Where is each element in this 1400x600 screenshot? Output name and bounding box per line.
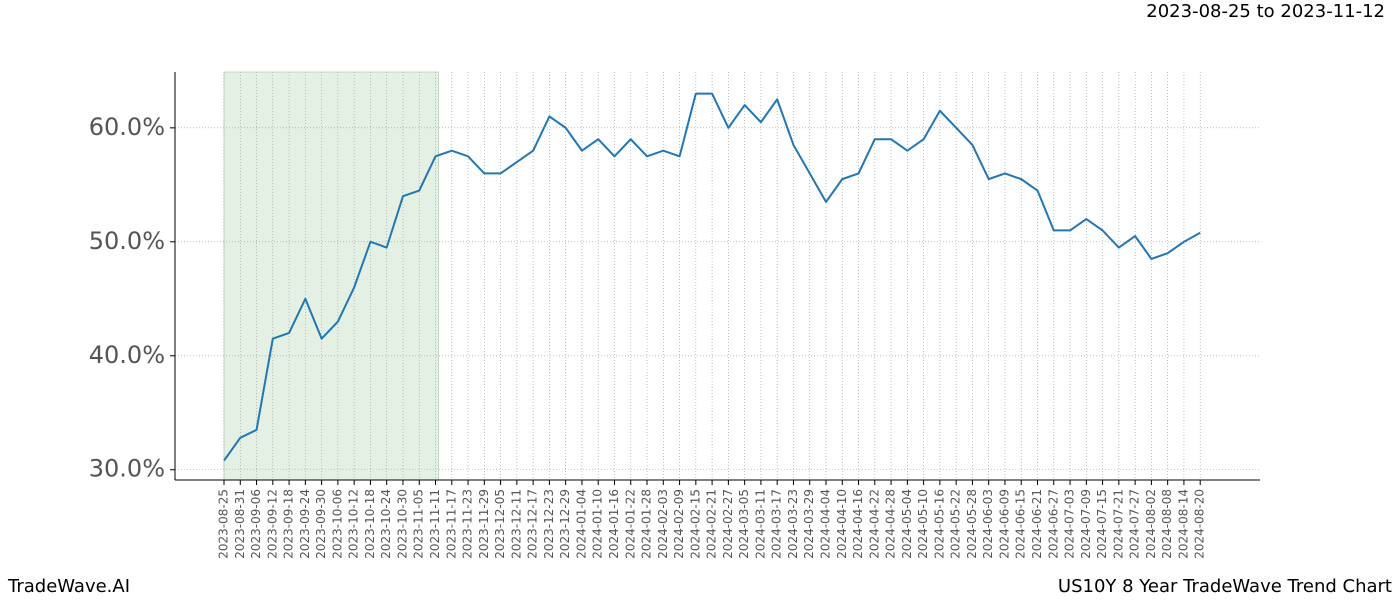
highlight-band: [223, 71, 439, 481]
x-tick-label: 2023-09-12: [265, 489, 279, 559]
x-tick-label: 2024-07-03: [1063, 489, 1077, 559]
x-tick-label: 2024-01-04: [574, 489, 588, 559]
x-tick-label: 2023-10-30: [395, 489, 409, 559]
x-tick-label: 2024-04-16: [851, 489, 865, 559]
chart-title: 2023-08-25 to 2023-11-12: [1146, 1, 1385, 22]
trend-line: [223, 92, 1201, 462]
x-tick-label: 2023-11-11: [428, 489, 442, 559]
x-tick-label: 2024-08-14: [1176, 489, 1190, 559]
x-tick-label: 2024-06-15: [1014, 489, 1028, 559]
x-tick-label: 2023-08-31: [233, 489, 247, 559]
x-tick-label: 2024-04-22: [867, 489, 881, 559]
subtitle: US10Y 8 Year TradeWave Trend Chart: [1058, 576, 1392, 597]
x-tick-label: 2023-09-30: [314, 489, 328, 559]
x-tick-label: 2023-08-25: [217, 489, 231, 559]
x-tick-label: 2024-06-27: [1046, 489, 1060, 559]
x-tick-label: 2024-04-04: [818, 489, 832, 559]
x-tick-label: 2023-11-23: [461, 489, 475, 559]
x-tick-label: 2024-04-28: [884, 489, 898, 559]
x-tick-label: 2024-02-27: [721, 489, 735, 559]
x-tick-label: 2023-12-05: [493, 489, 507, 559]
brand: TradeWave.AI: [7, 576, 130, 597]
x-tick-label: 2024-07-09: [1079, 489, 1093, 559]
x-tick-label: 2023-12-29: [558, 489, 572, 559]
x-tick-label: 2024-05-28: [965, 489, 979, 559]
x-tick-label: 2024-05-04: [900, 489, 914, 559]
x-tick-label: 2024-07-27: [1128, 489, 1142, 559]
x-tick-label: 2024-03-17: [770, 489, 784, 559]
x-tick-label: 2024-02-09: [672, 489, 686, 559]
x-tick-label: 2024-05-10: [916, 489, 930, 559]
x-tick-label: 2023-10-12: [347, 489, 361, 559]
y-tick-label: 50.0%: [89, 227, 165, 255]
x-tick-label: 2024-05-22: [949, 489, 963, 559]
x-tick-label: 2023-12-17: [526, 489, 540, 559]
x-tick-label: 2024-07-15: [1095, 489, 1109, 559]
x-tick-label: 2024-02-15: [688, 489, 702, 559]
x-tick-label: 2024-01-28: [640, 489, 654, 559]
x-tick-label: 2023-11-05: [412, 489, 426, 559]
y-tick-label: 40.0%: [89, 341, 165, 369]
x-tick-label: 2024-01-16: [607, 489, 621, 559]
x-tick-label: 2024-07-21: [1111, 489, 1125, 559]
x-tick-label: 2023-09-06: [249, 489, 263, 559]
x-tick-label: 2023-10-18: [363, 489, 377, 559]
x-tick-label: 2024-04-10: [835, 489, 849, 559]
x-tick-label: 2024-01-22: [623, 489, 637, 559]
x-tick-label: 2023-12-11: [509, 489, 523, 559]
x-tick-label: 2024-03-05: [737, 489, 751, 559]
x-tick-label: 2023-09-24: [298, 489, 312, 559]
x-tick-label: 2024-03-11: [753, 489, 767, 559]
x-tick-label: 2024-06-21: [1030, 489, 1044, 559]
x-tick-label: 2023-12-23: [542, 489, 556, 559]
x-tick-label: 2024-08-20: [1193, 489, 1207, 559]
x-tick-label: 2024-06-03: [981, 489, 995, 559]
x-tick-label: 2023-10-24: [379, 489, 393, 559]
x-tick-label: 2024-02-21: [705, 489, 719, 559]
x-tick-label: 2023-09-18: [282, 489, 296, 559]
x-tick-label: 2023-11-29: [477, 489, 491, 559]
x-tick-label: 2024-08-02: [1144, 489, 1158, 559]
x-tick-label: 2023-10-06: [330, 489, 344, 559]
x-tick-label: 2024-06-09: [997, 489, 1011, 559]
y-tick-label: 30.0%: [89, 455, 165, 483]
x-tick-label: 2024-05-16: [932, 489, 946, 559]
x-tick-label: 2024-03-29: [802, 489, 816, 559]
x-tick-label: 2024-01-10: [591, 489, 605, 559]
x-tick-label: 2023-11-17: [444, 489, 458, 559]
y-tick-label: 60.0%: [89, 113, 165, 141]
x-tick-label: 2024-08-08: [1160, 489, 1174, 559]
x-tick-label: 2024-03-23: [786, 489, 800, 559]
x-tick-label: 2024-02-03: [656, 489, 670, 559]
